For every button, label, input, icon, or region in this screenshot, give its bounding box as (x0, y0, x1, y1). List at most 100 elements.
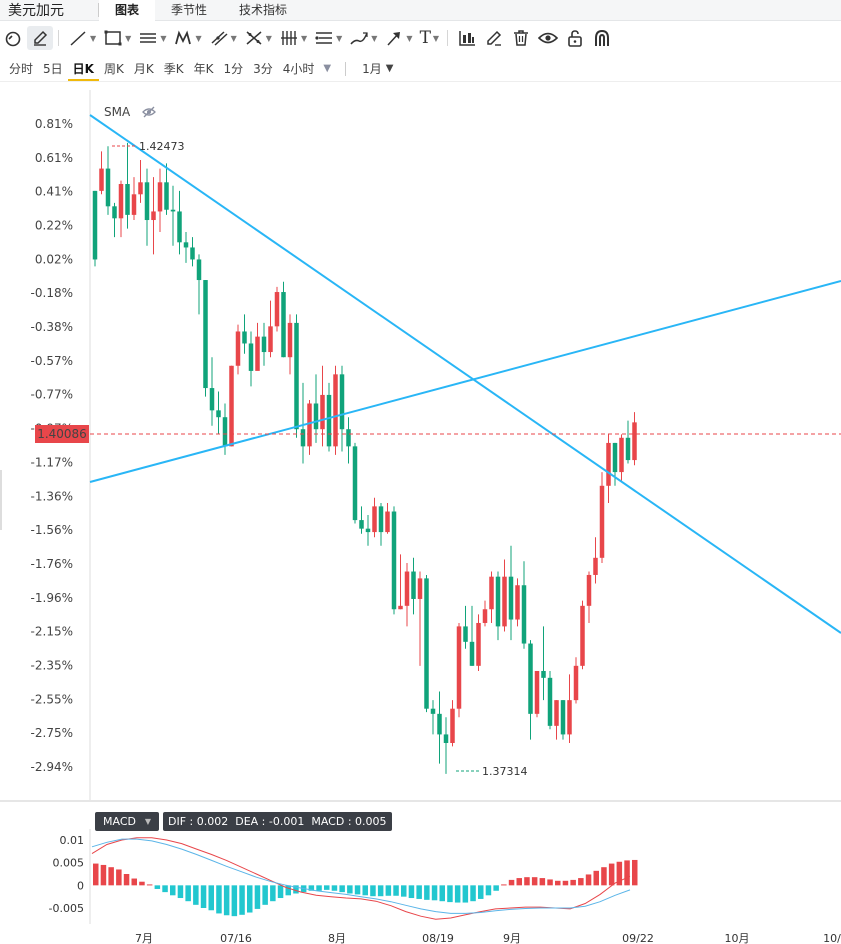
more-periods-dropdown[interactable]: ▼ (323, 63, 332, 74)
macd-bar (431, 885, 438, 901)
candle-body (99, 168, 104, 191)
period-monthly[interactable]: 月K (133, 61, 154, 76)
dea-value: DEA : -0.001 (235, 815, 305, 828)
rectangle-tool[interactable]: ▼ (100, 26, 134, 50)
eye-tool[interactable] (535, 26, 561, 50)
trendline-up[interactable] (89, 280, 841, 483)
period-1min[interactable]: 1分 (223, 61, 244, 76)
trend-line-tool[interactable]: ▼ (65, 26, 99, 50)
lock-tool[interactable] (562, 26, 588, 50)
x-tick-label: 9月 (503, 932, 521, 944)
candle-body (313, 403, 319, 430)
horizontal-lines-tool[interactable]: ▼ (135, 26, 169, 50)
candle-body (411, 571, 416, 599)
snap-tool[interactable] (589, 26, 615, 50)
macd-bar (377, 885, 384, 897)
x-tick-label: 7月 (135, 932, 153, 944)
macd-bar (493, 885, 499, 891)
chevron-down-icon: ▼ (144, 817, 151, 826)
tab-technical-indicators[interactable]: 技术指标 (239, 2, 288, 17)
candle-body (593, 557, 598, 575)
candle-body (599, 485, 605, 558)
vertical-lines-tool[interactable]: ▼ (276, 26, 310, 50)
macd-bar (555, 880, 561, 886)
brush-tool[interactable]: ▼ (346, 26, 380, 50)
y-tick-label: -2.55% (31, 692, 73, 706)
magnet-tool[interactable] (0, 26, 26, 50)
macd-bar (585, 874, 592, 886)
macd-bar (208, 885, 214, 911)
macd-value: MACD : 0.005 (311, 815, 387, 828)
chevron-down-icon: ▼ (90, 33, 97, 43)
edit-icon (487, 30, 502, 46)
current-price-label: 1.40086 (37, 427, 87, 441)
macd-bar (362, 885, 368, 896)
candle-body (469, 641, 475, 666)
period-3min[interactable]: 3分 (253, 61, 273, 76)
chart-settings-tool[interactable] (454, 26, 480, 50)
macd-bar (593, 870, 599, 886)
macd-bar (478, 885, 484, 899)
candle-body (320, 394, 325, 430)
range-selector[interactable]: 1月 (362, 62, 382, 76)
candle-body (196, 259, 202, 281)
macd-bar (131, 878, 137, 886)
trendline-down[interactable] (89, 114, 841, 634)
macd-bar (516, 878, 522, 886)
candle-body (547, 677, 553, 726)
indicator-select[interactable]: MACD ▼ (95, 812, 159, 831)
parallel-lines-tool[interactable]: ▼ (311, 26, 345, 50)
candle-body (573, 665, 579, 701)
eye-off-icon[interactable] (142, 106, 156, 118)
candle-body (456, 626, 462, 709)
toolbar-divider (58, 30, 59, 46)
symbol-name: 美元加元 (8, 3, 64, 19)
channel-tool[interactable]: ▼ (206, 26, 240, 50)
period-yearly[interactable]: 年K (193, 61, 214, 76)
period-daily[interactable]: 日K (67, 57, 99, 81)
candle-body (359, 520, 364, 529)
chevron-down-icon: ▼ (195, 33, 202, 43)
pattern-tool[interactable]: ▼ (170, 26, 204, 50)
candle-body (541, 670, 546, 678)
macd-y-axis: 0.01 0.005 0 -0.005 (49, 834, 84, 915)
fib-tool[interactable]: ▼ (241, 26, 275, 50)
macd-bar (308, 885, 315, 891)
macd-bar (247, 885, 253, 913)
candle-body (248, 343, 254, 371)
price-chart[interactable]: 0.81% 0.61% 0.41% 0.22% 0.02% -0.18% -0.38% -0.… (0, 84, 841, 944)
y-tick-label: -0.38% (31, 320, 73, 334)
period-quarterly[interactable]: 季K (163, 61, 184, 76)
macd-y-tick-label: 0.005 (53, 857, 85, 870)
fib-icon (246, 31, 262, 45)
macd-bar (262, 885, 268, 905)
candle-body (586, 574, 592, 606)
macd-bar (193, 885, 199, 905)
macd-dif-line (91, 837, 631, 920)
text-tool[interactable]: T ▼ (417, 26, 443, 50)
period-4hour[interactable]: 4小时 (282, 61, 315, 76)
candles (92, 142, 637, 774)
y-tick-label: -1.96% (31, 591, 73, 605)
chevron-down-icon[interactable]: ▼ (385, 63, 394, 74)
edit-tool[interactable] (481, 26, 507, 50)
candle-body (521, 585, 527, 644)
trash-tool[interactable] (508, 26, 534, 50)
period-weekly[interactable]: 周K (103, 61, 124, 76)
divider (345, 61, 347, 76)
period-intraday[interactable]: 分时 (9, 61, 34, 76)
trendlines[interactable] (89, 114, 841, 634)
pencil-tool[interactable] (27, 26, 53, 50)
candle-body (300, 429, 306, 447)
x-tick-label: 08/19 (422, 932, 454, 944)
macd-bar (531, 877, 538, 886)
tab-chart[interactable]: 图表 (99, 0, 156, 21)
candle-body (534, 670, 540, 714)
tab-seasonality[interactable]: 季节性 (171, 2, 208, 17)
period-5day[interactable]: 5日 (43, 61, 63, 76)
divider (98, 3, 99, 17)
arrow-tool[interactable]: ▼ (381, 26, 415, 50)
candle-body (235, 331, 241, 366)
chevron-down-icon: ▼ (432, 33, 440, 43)
vertical-lines-icon (280, 31, 297, 45)
